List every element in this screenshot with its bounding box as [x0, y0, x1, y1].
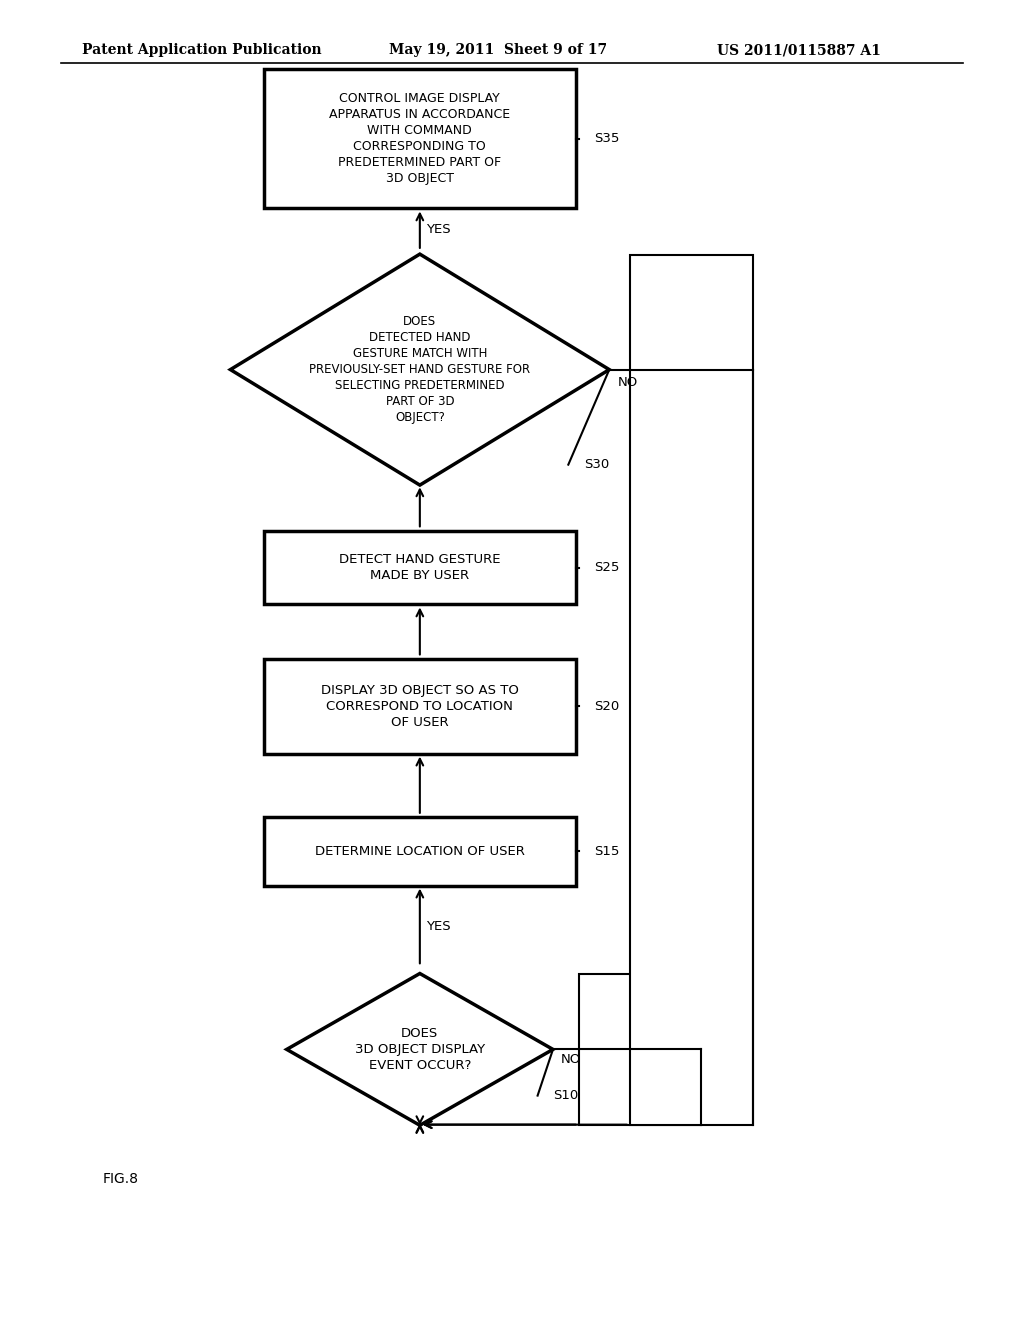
Text: DETERMINE LOCATION OF USER: DETERMINE LOCATION OF USER	[315, 845, 524, 858]
Text: S10: S10	[553, 1089, 579, 1102]
Text: FIG.8: FIG.8	[102, 1172, 138, 1187]
Polygon shape	[287, 974, 553, 1125]
Text: S15: S15	[594, 845, 620, 858]
FancyBboxPatch shape	[630, 255, 753, 1125]
Text: DISPLAY 3D OBJECT SO AS TO
CORRESPOND TO LOCATION
OF USER: DISPLAY 3D OBJECT SO AS TO CORRESPOND TO…	[321, 684, 519, 729]
Text: NO: NO	[561, 1053, 582, 1067]
Polygon shape	[230, 253, 609, 486]
Text: DOES
3D OBJECT DISPLAY
EVENT OCCUR?: DOES 3D OBJECT DISPLAY EVENT OCCUR?	[354, 1027, 485, 1072]
Text: Patent Application Publication: Patent Application Publication	[82, 44, 322, 57]
FancyBboxPatch shape	[263, 659, 575, 754]
Text: CONTROL IMAGE DISPLAY
APPARATUS IN ACCORDANCE
WITH COMMAND
CORRESPONDING TO
PRED: CONTROL IMAGE DISPLAY APPARATUS IN ACCOR…	[330, 92, 510, 185]
FancyBboxPatch shape	[263, 531, 575, 605]
Text: S25: S25	[594, 561, 620, 574]
FancyBboxPatch shape	[263, 817, 575, 886]
Text: S20: S20	[594, 700, 620, 713]
FancyBboxPatch shape	[579, 974, 701, 1125]
Text: S35: S35	[594, 132, 620, 145]
Text: DOES
DETECTED HAND
GESTURE MATCH WITH
PREVIOUSLY-SET HAND GESTURE FOR
SELECTING : DOES DETECTED HAND GESTURE MATCH WITH PR…	[309, 315, 530, 424]
Text: May 19, 2011  Sheet 9 of 17: May 19, 2011 Sheet 9 of 17	[389, 44, 607, 57]
FancyBboxPatch shape	[263, 69, 575, 207]
Text: NO: NO	[617, 376, 638, 389]
Text: S30: S30	[584, 458, 609, 471]
Text: US 2011/0115887 A1: US 2011/0115887 A1	[717, 44, 881, 57]
Text: YES: YES	[426, 920, 451, 933]
Text: YES: YES	[426, 223, 451, 236]
Text: DETECT HAND GESTURE
MADE BY USER: DETECT HAND GESTURE MADE BY USER	[339, 553, 501, 582]
